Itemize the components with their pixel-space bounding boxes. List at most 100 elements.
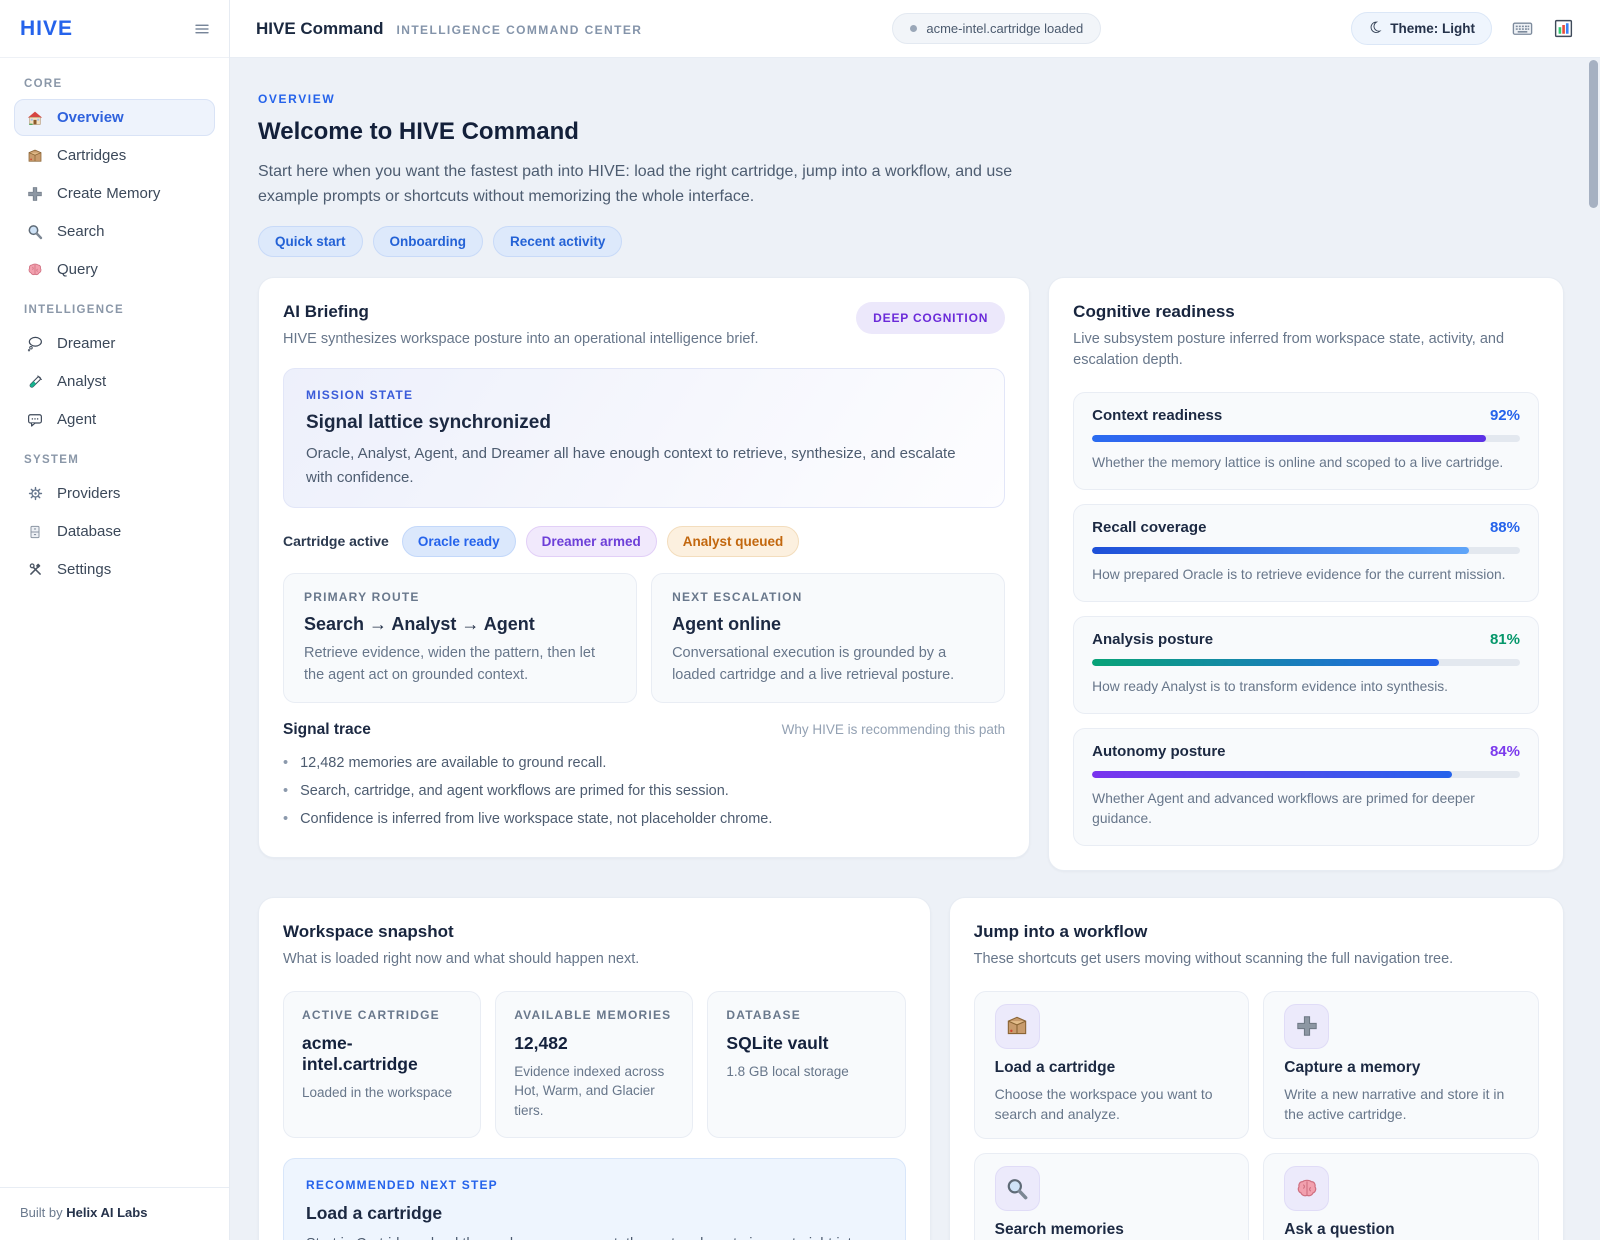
sidebar: HIVE CORE Overview Cartridges Create Mem… [0, 0, 230, 1240]
sidebar-item-analyst[interactable]: Analyst [14, 363, 215, 400]
dreamer-armed-pill: Dreamer armed [525, 525, 657, 557]
metric-desc: Whether Agent and advanced workflows are… [1092, 791, 1475, 827]
metric-recall-coverage: Recall coverage 88% How prepared Oracle … [1073, 504, 1539, 603]
status-dot-icon [910, 25, 918, 32]
sidebar-item-label: Query [57, 261, 98, 278]
sidebar-item-label: Agent [57, 411, 97, 428]
theme-toggle-label: Theme: Light [1390, 21, 1475, 36]
workspace-snapshot-card: Workspace snapshot What is loaded right … [258, 897, 931, 1240]
sidebar-item-overview[interactable]: Overview [14, 99, 215, 136]
deep-cognition-badge: DEEP COGNITION [856, 301, 1006, 334]
brain-icon [26, 261, 44, 279]
stat-value: acme-intel.cartridge [302, 1032, 418, 1074]
tile-capture-memory[interactable]: Capture a memory Write a new narrative a… [1263, 990, 1539, 1140]
stat-desc: Evidence indexed across Hot, Warm, and G… [514, 1063, 665, 1118]
sidebar-item-label: Settings [57, 561, 112, 578]
progress-fill [1092, 771, 1452, 779]
plus-icon [26, 185, 44, 203]
sidebar-item-label: Dreamer [57, 335, 116, 352]
cognitive-readiness-card: Cognitive readiness Live subsystem postu… [1048, 276, 1564, 872]
progress-track [1092, 659, 1520, 667]
metric-autonomy-posture: Autonomy posture 84% Whether Agent and a… [1073, 728, 1539, 847]
trace-bullet: 12,482 memories are available to ground … [283, 749, 1005, 777]
progress-fill [1092, 435, 1486, 443]
stat-desc: Loaded in the workspace [302, 1084, 453, 1100]
theme-toggle-button[interactable]: Theme: Light [1351, 12, 1492, 45]
metric-label: Autonomy posture [1092, 743, 1226, 761]
sidebar-item-dreamer[interactable]: Dreamer [14, 325, 215, 362]
stat-value: 12,482 [514, 1032, 568, 1053]
metric-label: Recall coverage [1092, 519, 1207, 537]
tile-title: Ask a question [1284, 1221, 1395, 1239]
route-title: Search → Analyst → Agent [304, 613, 535, 634]
magnifier-icon [26, 223, 44, 241]
app-title: HIVE Command [256, 18, 384, 38]
metric-value: 92% [1489, 407, 1520, 425]
moon-icon [1368, 20, 1382, 37]
sidebar-item-cartridges[interactable]: Cartridges [14, 137, 215, 174]
progress-track [1092, 435, 1520, 443]
cabinet-icon [26, 523, 44, 541]
mission-body: Oracle, Analyst, Agent, and Dreamer all … [306, 445, 956, 486]
plus-icon [1284, 1003, 1330, 1049]
metric-value: 88% [1489, 519, 1520, 537]
keyboard-icon[interactable] [1511, 17, 1534, 40]
next-step-body: Start in Cartridges, load the workspace … [306, 1233, 883, 1240]
progress-track [1092, 771, 1520, 779]
page-eyebrow: OVERVIEW [258, 92, 336, 106]
sidebar-item-label: Create Memory [57, 185, 161, 202]
house-icon [26, 109, 44, 127]
sidebar-item-settings[interactable]: Settings [14, 551, 215, 588]
magnifier-icon [994, 1166, 1040, 1212]
stat-value: SQLite vault [726, 1032, 829, 1053]
scrollbar-thumb[interactable] [1589, 60, 1598, 208]
bar-chart-icon[interactable] [1553, 18, 1574, 39]
sidebar-item-search[interactable]: Search [14, 213, 215, 250]
page-intro: Start here when you want the fastest pat… [258, 163, 1013, 205]
tile-title: Load a cartridge [994, 1058, 1116, 1076]
sidebar-item-label: Overview [57, 109, 124, 126]
readiness-title: Cognitive readiness [1073, 301, 1235, 321]
sidebar-item-query[interactable]: Query [14, 251, 215, 288]
tile-title: Search memories [994, 1221, 1124, 1239]
thought-bubble-icon [26, 335, 44, 353]
footer-brand: Helix AI Labs [66, 1205, 148, 1220]
sidebar-item-label: Search [57, 223, 105, 240]
gear-icon [26, 485, 44, 503]
briefing-title: AI Briefing [283, 301, 369, 321]
test-tube-icon [26, 373, 44, 391]
chip-onboarding[interactable]: Onboarding [372, 225, 484, 257]
metric-value: 84% [1489, 743, 1520, 761]
sidebar-item-agent[interactable]: Agent [14, 401, 215, 438]
mission-label: MISSION STATE [306, 388, 414, 403]
metric-label: Context readiness [1092, 407, 1223, 425]
sidebar-item-providers[interactable]: Providers [14, 475, 215, 512]
workflow-subtitle: These shortcuts get users moving without… [973, 951, 1454, 968]
hamburger-menu-icon[interactable] [193, 20, 211, 38]
next-escalation-box: NEXT ESCALATION Agent online Conversatio… [651, 572, 1006, 704]
stat-label: ACTIVE CARTRIDGE [302, 1007, 440, 1022]
sidebar-item-database[interactable]: Database [14, 513, 215, 550]
sidebar-nav: CORE Overview Cartridges Create Memory S… [0, 58, 229, 589]
tile-load-cartridge[interactable]: Load a cartridge Choose the workspace yo… [973, 990, 1250, 1140]
metric-desc: Whether the memory lattice is online and… [1092, 455, 1504, 471]
tile-ask-question[interactable]: Ask a question [1263, 1153, 1539, 1240]
sidebar-item-create-memory[interactable]: Create Memory [14, 175, 215, 212]
tile-search-memories[interactable]: Search memories [973, 1153, 1250, 1240]
tile-desc: Choose the workspace you want to search … [994, 1085, 1213, 1123]
header-actions: Theme: Light [1351, 12, 1574, 45]
snapshot-subtitle: What is loaded right now and what should… [283, 951, 640, 968]
sidebar-item-label: Database [57, 523, 122, 540]
quick-chips: Quick start Onboarding Recent activity [258, 225, 1564, 257]
signal-trace-title: Signal trace [283, 721, 371, 739]
app-subtitle: INTELLIGENCE COMMAND CENTER [396, 22, 643, 37]
sidebar-item-label: Providers [57, 485, 121, 502]
chip-quick-start[interactable]: Quick start [258, 225, 363, 257]
workflow-card: Jump into a workflow These shortcuts get… [948, 897, 1564, 1240]
progress-fill [1092, 547, 1469, 555]
mission-title: Signal lattice synchronized [306, 412, 551, 434]
cartridge-status-text: acme-intel.cartridge loaded [926, 21, 1084, 36]
chip-recent-activity[interactable]: Recent activity [493, 225, 623, 257]
cartridge-active-label: Cartridge active [283, 533, 389, 550]
brand-logo: HIVE [20, 16, 74, 40]
